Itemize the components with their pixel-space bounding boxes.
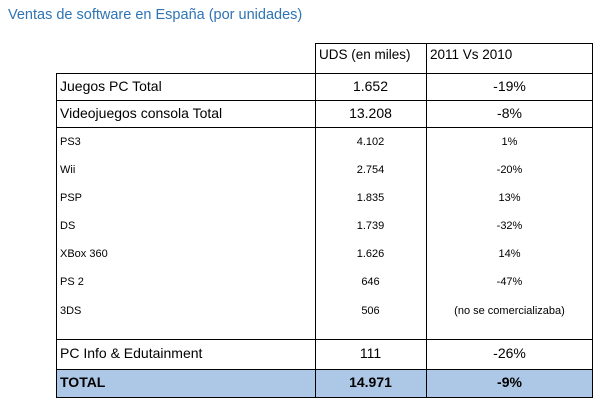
row-units-console-games: 13.208 xyxy=(349,105,392,121)
rule-after-console-games xyxy=(56,127,593,128)
row-units-total: 14.971 xyxy=(349,374,392,390)
row-change-total: -9% xyxy=(497,374,522,390)
row-label-xbox360: XBox 360 xyxy=(60,248,108,260)
sales-table: UDS (en miles) 2011 Vs 2010 Juegos PC To… xyxy=(56,43,593,398)
header-change: 2011 Vs 2010 xyxy=(430,47,513,62)
total-row-background xyxy=(56,369,593,398)
row-label-console-games: Videojuegos consola Total xyxy=(60,105,223,121)
row-units-pc-info: 111 xyxy=(359,345,382,361)
rule-before-pc-info xyxy=(56,339,593,340)
row-change-pc-games: -19% xyxy=(493,78,526,94)
rule-after-pc-games xyxy=(56,100,593,101)
row-label-psp: PSP xyxy=(60,192,83,204)
row-label-3ds: 3DS xyxy=(60,305,82,317)
row-label-ds: DS xyxy=(60,220,76,232)
row-change-ds: -32% xyxy=(496,220,523,232)
row-change-xbox360: 14% xyxy=(498,248,521,260)
row-label-wii: Wii xyxy=(60,164,76,176)
row-units-wii: 2.754 xyxy=(356,164,385,176)
row-change-3ds: (no se comercializaba) xyxy=(454,305,565,317)
rule-left xyxy=(56,73,57,398)
row-change-console-games: -8% xyxy=(497,105,522,121)
row-label-ps3: PS3 xyxy=(60,136,81,148)
rule-body-top xyxy=(56,73,593,74)
rule-bottom xyxy=(56,397,593,398)
row-change-wii: -20% xyxy=(496,164,523,176)
row-units-ps3: 4.102 xyxy=(356,136,385,148)
row-change-pc-info: -26% xyxy=(493,345,526,361)
rule-before-total xyxy=(56,369,593,370)
rule-col-change xyxy=(426,43,427,398)
rule-header-top xyxy=(315,43,593,44)
row-label-total: TOTAL xyxy=(60,374,106,390)
row-units-pc-games: 1.652 xyxy=(352,78,389,94)
row-units-ds: 1.739 xyxy=(356,220,385,232)
row-units-xbox360: 1.626 xyxy=(356,248,385,260)
header-units: UDS (en miles) xyxy=(319,47,411,62)
rule-col-units xyxy=(315,43,316,398)
row-change-ps3: 1% xyxy=(501,136,518,148)
row-units-psp: 1.835 xyxy=(356,192,385,204)
row-change-ps2: -47% xyxy=(496,276,523,288)
row-change-psp: 13% xyxy=(498,192,521,204)
rule-right xyxy=(592,43,593,398)
row-units-3ds: 506 xyxy=(361,305,380,317)
page-title: Ventas de software en España (por unidad… xyxy=(8,7,303,23)
row-label-ps2: PS 2 xyxy=(60,276,84,288)
row-units-ps2: 646 xyxy=(361,276,380,288)
row-label-pc-info: PC Info & Edutainment xyxy=(60,345,203,361)
row-label-pc-games: Juegos PC Total xyxy=(60,78,162,94)
